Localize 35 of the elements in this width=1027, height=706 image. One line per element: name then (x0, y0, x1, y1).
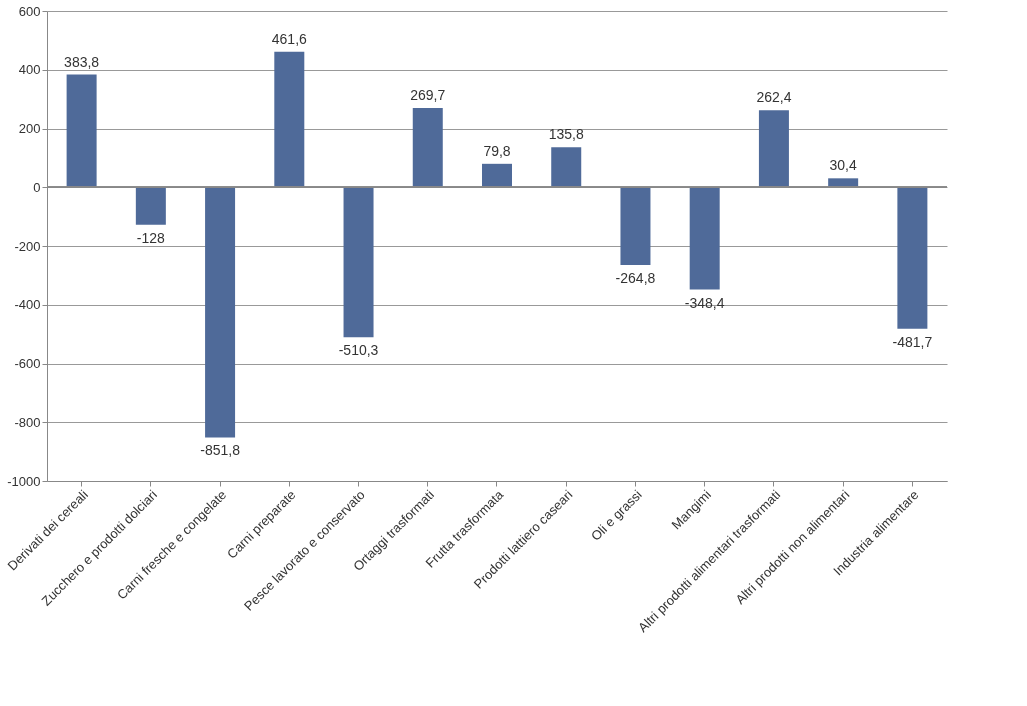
bar (828, 178, 859, 188)
y-tick-label: 0 (33, 179, 41, 195)
data-label: 383,8 (64, 53, 100, 70)
bar (551, 147, 582, 188)
bar (135, 187, 166, 225)
y-tick-label: -1000 (7, 473, 41, 489)
data-label: 269,7 (410, 87, 446, 104)
data-label: -128 (136, 229, 166, 246)
data-label: 30,4 (829, 157, 857, 174)
bar (758, 110, 789, 188)
bar (343, 187, 374, 338)
data-label: -481,7 (892, 333, 933, 350)
y-tick-label: 600 (18, 3, 41, 19)
data-label: -510,3 (338, 342, 379, 359)
bar (689, 187, 720, 290)
bar (274, 51, 305, 188)
bar (620, 187, 651, 266)
y-tick-label: -400 (14, 297, 41, 313)
data-label: 262,4 (756, 89, 792, 106)
y-tick-label: -200 (14, 238, 41, 254)
data-label: -264,8 (615, 270, 656, 287)
data-label: -851,8 (200, 442, 241, 459)
data-label: 79,8 (483, 142, 511, 159)
bar (205, 187, 236, 438)
data-label: 461,6 (271, 30, 308, 47)
data-label: -348,4 (684, 294, 725, 311)
y-tick-label: 400 (18, 62, 41, 78)
bar (66, 74, 97, 188)
y-tick-label: 200 (18, 121, 41, 136)
bar (412, 108, 443, 188)
y-tick-label: -800 (14, 414, 41, 430)
bar (897, 187, 928, 329)
bar (482, 163, 512, 188)
y-tick-label: -600 (14, 356, 41, 371)
data-label: 135,8 (548, 126, 584, 143)
